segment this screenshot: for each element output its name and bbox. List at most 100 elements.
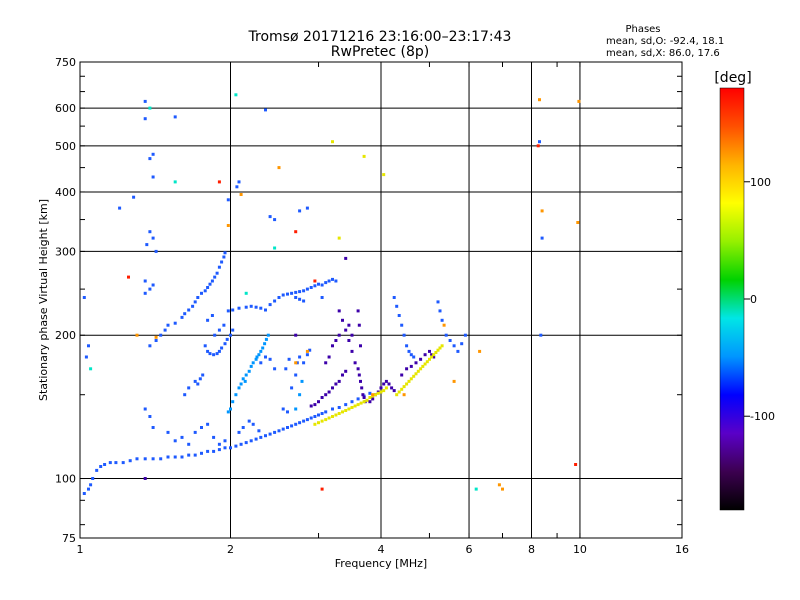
data-point bbox=[540, 209, 544, 213]
data-point bbox=[198, 377, 202, 381]
data-point bbox=[402, 393, 406, 397]
data-point bbox=[273, 430, 277, 434]
data-point bbox=[400, 387, 404, 391]
phase-stats-o: mean, sd,O: -92.4, 18.1 bbox=[606, 36, 724, 47]
data-point bbox=[191, 304, 195, 308]
data-point bbox=[223, 342, 227, 346]
data-point bbox=[353, 361, 357, 365]
data-point bbox=[320, 296, 324, 299]
data-point bbox=[231, 328, 235, 332]
data-point bbox=[347, 339, 351, 342]
data-point bbox=[118, 206, 122, 210]
data-point bbox=[402, 333, 406, 337]
data-point bbox=[344, 409, 348, 412]
y-tick-label: 600 bbox=[55, 102, 76, 115]
data-point bbox=[324, 410, 328, 414]
data-point bbox=[501, 487, 504, 491]
data-point bbox=[210, 279, 214, 283]
data-point bbox=[350, 400, 354, 404]
data-point bbox=[390, 386, 394, 390]
y-tick-label: 500 bbox=[55, 140, 76, 153]
data-point bbox=[226, 309, 230, 313]
data-point bbox=[374, 393, 377, 397]
data-point bbox=[414, 372, 418, 376]
data-point bbox=[412, 355, 416, 359]
data-point bbox=[217, 442, 221, 446]
data-point bbox=[405, 367, 409, 371]
data-point bbox=[166, 323, 170, 327]
data-point bbox=[361, 393, 365, 397]
data-point bbox=[395, 393, 399, 397]
data-point bbox=[251, 422, 255, 426]
data-point bbox=[284, 367, 288, 371]
data-point bbox=[309, 286, 313, 289]
data-point bbox=[334, 339, 338, 342]
data-point bbox=[154, 335, 158, 339]
data-point bbox=[423, 362, 427, 366]
data-point bbox=[87, 344, 90, 348]
data-point bbox=[320, 283, 324, 287]
data-point bbox=[382, 389, 386, 393]
y-tick-label: 400 bbox=[55, 186, 76, 199]
y-axis-label: Stationary phase Virtual Height [km] bbox=[37, 199, 50, 401]
data-point bbox=[402, 385, 406, 389]
data-point bbox=[379, 386, 383, 390]
data-point bbox=[368, 391, 372, 395]
data-point bbox=[409, 364, 413, 368]
data-point bbox=[298, 297, 302, 301]
data-point bbox=[409, 353, 413, 357]
data-point bbox=[438, 346, 442, 350]
colorbar-tick-label: 100 bbox=[750, 176, 771, 189]
colorbar bbox=[719, 87, 745, 511]
data-point bbox=[407, 349, 411, 353]
data-point bbox=[244, 373, 248, 377]
data-point bbox=[295, 361, 299, 365]
phase-stats-heading: Phases bbox=[625, 24, 660, 35]
data-point bbox=[324, 393, 328, 397]
data-point bbox=[273, 299, 277, 303]
data-point bbox=[334, 413, 338, 417]
data-point bbox=[145, 243, 149, 247]
data-point bbox=[173, 180, 177, 184]
data-point bbox=[382, 173, 386, 177]
data-point bbox=[180, 455, 184, 459]
data-point bbox=[317, 421, 320, 425]
data-point bbox=[173, 115, 177, 119]
colorbar-tick-label: -100 bbox=[750, 410, 775, 423]
data-point bbox=[251, 361, 255, 365]
data-point bbox=[341, 318, 344, 322]
data-point bbox=[273, 246, 277, 250]
data-point bbox=[217, 328, 221, 332]
data-point bbox=[234, 93, 238, 97]
data-point bbox=[143, 99, 147, 103]
data-point bbox=[331, 277, 334, 281]
x-tick-label: 1 bbox=[77, 543, 84, 556]
data-point bbox=[237, 306, 241, 310]
data-point bbox=[173, 321, 177, 325]
data-point bbox=[266, 333, 270, 337]
phase-stats-x: mean, sd,X: 86.0, 17.6 bbox=[606, 48, 720, 59]
data-point bbox=[166, 430, 170, 434]
data-point bbox=[213, 275, 217, 279]
data-point bbox=[337, 236, 341, 240]
data-point bbox=[305, 418, 309, 422]
data-point bbox=[324, 361, 328, 365]
data-point bbox=[213, 333, 217, 337]
data-point bbox=[327, 416, 331, 420]
data-point bbox=[350, 406, 354, 409]
data-point bbox=[290, 386, 294, 390]
data-point bbox=[309, 416, 313, 420]
data-point bbox=[302, 419, 306, 423]
data-point bbox=[254, 357, 258, 361]
data-point bbox=[360, 386, 364, 390]
data-point bbox=[264, 108, 267, 112]
data-point bbox=[294, 422, 298, 426]
data-point bbox=[294, 361, 298, 365]
data-point bbox=[324, 418, 328, 422]
data-point bbox=[264, 434, 267, 438]
data-point bbox=[264, 355, 267, 359]
data-point bbox=[212, 435, 216, 439]
data-point bbox=[151, 426, 155, 429]
data-point bbox=[143, 117, 147, 121]
